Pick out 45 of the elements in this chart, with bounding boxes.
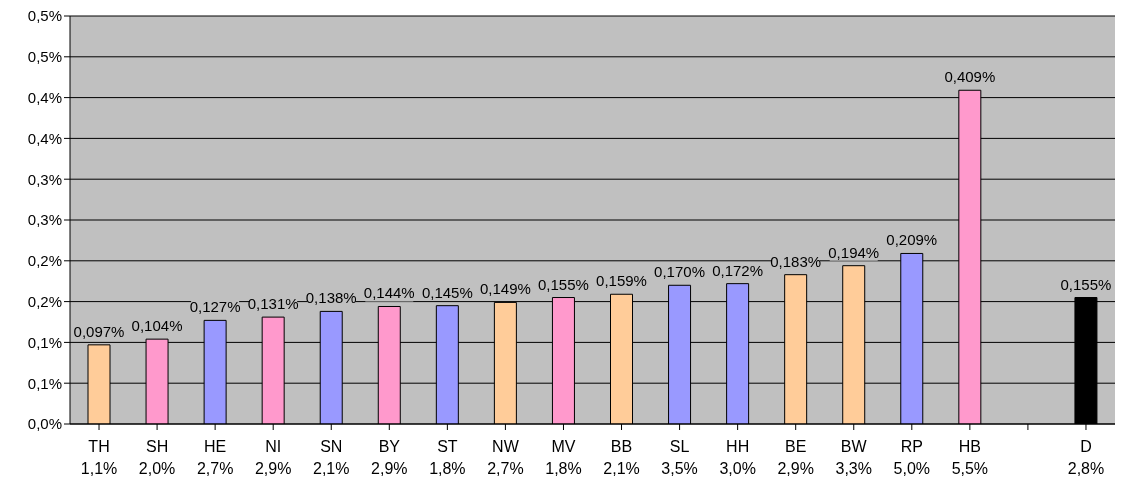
y-tick-label: 0,1% [27, 333, 62, 351]
x-tick-label: HE 2,7% [196, 438, 234, 477]
data-label: 0,159% [596, 272, 647, 290]
x-tick-label: BB 2,1% [603, 438, 640, 477]
data-label: 0,194% [828, 243, 880, 261]
data-label: 0,104% [131, 317, 183, 335]
y-tick-label: 0,3% [27, 211, 62, 229]
x-tick-label: ST 1,8% [429, 438, 466, 477]
x-tick-label: HH 3,0% [719, 438, 756, 477]
x-tick-label: BY 2,9% [371, 438, 408, 477]
data-label: 0,155% [1060, 275, 1112, 293]
x-tick-label: SH 2,0% [138, 438, 176, 477]
y-tick-label: 0,2% [27, 252, 62, 270]
y-tick-label: 0,5% [27, 48, 62, 66]
data-label: 0,145% [421, 283, 473, 301]
y-tick-label: 0,5% [27, 7, 62, 25]
data-label: 0,409% [944, 68, 996, 86]
x-tick-label: SN 2,1% [313, 438, 350, 477]
x-tick-label: HB 5,5% [951, 438, 989, 477]
y-tick-label: 0,4% [27, 88, 62, 106]
data-label: 0,209% [886, 231, 938, 249]
x-tick-label: NI 2,9% [254, 438, 292, 477]
x-tick-label: RP 5,0% [893, 438, 931, 477]
x-tick-label: SL 3,5% [661, 438, 698, 477]
y-tick-label: 0,0% [27, 415, 62, 433]
y-tick-label: 0,4% [27, 129, 62, 147]
data-label: 0,131% [247, 295, 299, 313]
data-label: 0,170% [654, 263, 705, 281]
data-label: 0,155% [538, 275, 589, 293]
x-tick-label: TH 1,1% [80, 438, 118, 477]
data-label: 0,138% [305, 289, 357, 307]
y-tick-label: 0,1% [27, 374, 62, 392]
x-tick-label: BE 2,9% [777, 438, 814, 477]
x-tick-label: D 2,8% [1067, 438, 1105, 477]
data-label: 0,183% [770, 252, 822, 270]
x-tick-label: NW 2,7% [487, 438, 524, 477]
data-label: 0,144% [363, 284, 415, 302]
x-tick-label: BW 3,3% [835, 438, 872, 477]
data-label: 0,172% [712, 261, 764, 279]
data-label: 0,127% [189, 298, 241, 316]
data-label: 0,097% [73, 322, 125, 340]
y-tick-label: 0,3% [27, 170, 62, 188]
data-label: 0,149% [479, 280, 531, 298]
y-tick-label: 0,2% [27, 292, 62, 310]
x-tick-label: MV 1,8% [545, 438, 582, 477]
